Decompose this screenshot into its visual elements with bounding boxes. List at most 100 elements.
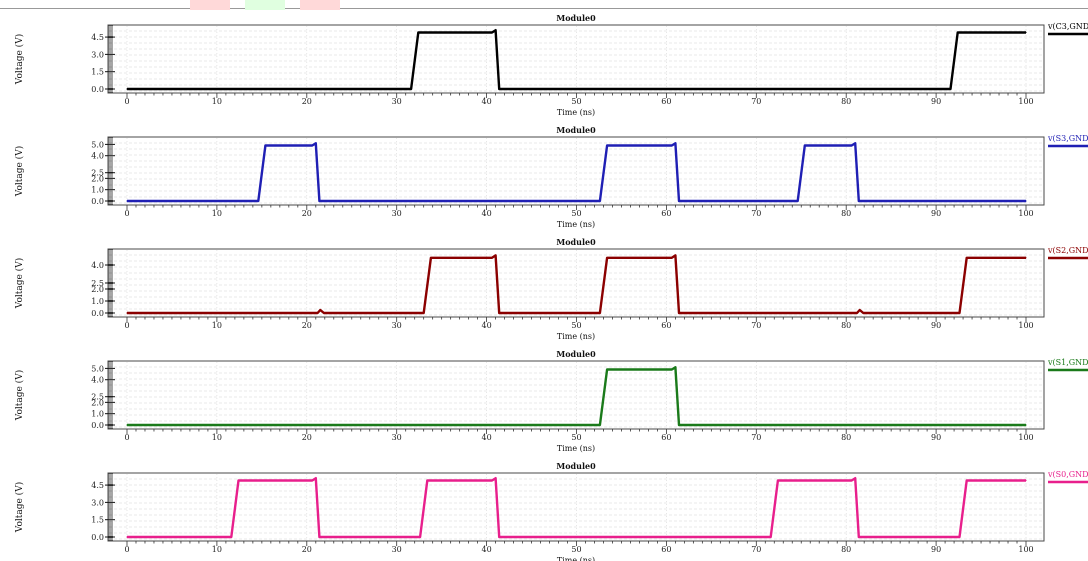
y-tick-label: 1.0 (91, 297, 104, 306)
y-tick-label: 1.0 (91, 186, 104, 195)
data-point (678, 424, 680, 426)
chart-panel-3: 0.0 1.0 2.02.5 4.0 0 10 20 30 40 50 60 70 80 90 100 Mod… (14, 237, 1088, 341)
x-tick-label: 90 (931, 545, 941, 554)
x-tick-label: 30 (392, 433, 402, 442)
data-point (311, 144, 313, 147)
y-tick-label: 3.0 (91, 50, 104, 59)
x-tick-label: 90 (931, 97, 941, 106)
data-point (966, 479, 968, 482)
x-tick-label: 40 (482, 209, 492, 218)
y-tick-label: 2.5 (91, 393, 104, 402)
y-tick-label: 2.0 (91, 285, 104, 294)
x-tick-label: 100 (1018, 545, 1033, 554)
y-tick-label: 3.0 (91, 498, 104, 507)
x-tick-label: 50 (571, 97, 581, 106)
x-tick-label: 100 (1018, 433, 1033, 442)
y-tick-label: 0.0 (91, 85, 104, 94)
chart-title: Module0 (556, 13, 596, 23)
x-axis-label: Time (ns) (557, 556, 595, 561)
x-tick-label: 70 (751, 209, 761, 218)
data-point (671, 144, 673, 147)
data-point (318, 536, 320, 538)
data-point (257, 200, 259, 202)
data-point (797, 200, 799, 202)
data-point (949, 88, 952, 90)
data-point (862, 312, 864, 314)
data-point (126, 88, 128, 90)
y-tick-label: 4.5 (91, 481, 104, 490)
x-tick-label: 20 (302, 321, 312, 330)
x-tick-label: 50 (571, 545, 581, 554)
x-tick-label: 20 (302, 545, 312, 554)
plot-frame (107, 248, 1045, 318)
x-tick-label: 90 (931, 209, 941, 218)
x-tick-label: 40 (482, 545, 492, 554)
data-point (599, 200, 601, 202)
y-tick-label: 5.0 (91, 140, 104, 149)
y-tick-label: 4.0 (91, 261, 104, 270)
data-point (126, 424, 128, 426)
data-point (854, 142, 856, 144)
x-axis-label: Time (ns) (557, 220, 595, 229)
x-tick-label: 50 (571, 209, 581, 218)
y-axis-label: Voltage (V) (14, 482, 25, 533)
data-point (498, 88, 500, 90)
data-point (1025, 31, 1027, 34)
plot-frame (107, 360, 1045, 430)
y-tick-label: 0.0 (91, 533, 104, 542)
y-tick-label: 4.0 (91, 376, 104, 385)
x-axis-label: Time (ns) (557, 332, 595, 341)
data-point (491, 479, 493, 482)
x-tick-label: 60 (661, 97, 671, 106)
data-point (674, 254, 676, 256)
x-tick-label: 70 (751, 321, 761, 330)
data-point (1025, 479, 1027, 482)
x-tick-label: 30 (392, 209, 402, 218)
chart-panel-5: 0.0 1.5 3.0 4.5 0 10 20 30 40 50 60 70 80 90 100 Module… (14, 461, 1088, 561)
plot-frame (107, 136, 1045, 206)
y-tick-label: 2.5 (91, 169, 104, 178)
data-point (858, 536, 860, 538)
data-point (671, 368, 673, 371)
x-tick-label: 0 (124, 97, 129, 106)
y-tick-label: 1.5 (91, 516, 104, 525)
top-divider (0, 8, 1088, 9)
x-tick-label: 60 (661, 433, 671, 442)
data-point (410, 88, 412, 90)
x-tick-label: 10 (212, 545, 222, 554)
x-tick-label: 20 (302, 209, 312, 218)
data-point (599, 424, 601, 426)
data-point (319, 309, 321, 311)
watermark-decoration (190, 0, 340, 10)
data-point (323, 312, 325, 314)
data-point (126, 312, 128, 314)
chart-title: Module0 (556, 237, 596, 247)
plot-frame (107, 472, 1045, 542)
data-point (315, 477, 317, 479)
data-point (957, 31, 959, 34)
x-tick-label: 0 (124, 321, 129, 330)
x-axis-label: Time (ns) (557, 444, 595, 453)
legend-label: v(S3,GND) (1047, 134, 1088, 143)
data-point (419, 536, 421, 538)
y-axis-label: Voltage (V) (14, 146, 25, 197)
data-point (316, 312, 319, 314)
data-point (315, 142, 317, 144)
x-tick-label: 10 (212, 209, 222, 218)
x-tick-label: 70 (751, 433, 761, 442)
x-tick-label: 100 (1018, 97, 1033, 106)
data-point (674, 142, 676, 144)
data-point (850, 479, 853, 482)
x-tick-label: 80 (841, 433, 851, 442)
data-point (671, 257, 673, 259)
data-point (1025, 257, 1027, 259)
data-point (126, 200, 128, 202)
y-tick-label: 0.0 (91, 421, 104, 430)
legend-label: v(S0,GND) (1047, 470, 1088, 479)
data-point (606, 368, 608, 371)
data-point (311, 479, 313, 482)
y-tick-label: 1.0 (91, 410, 104, 419)
x-tick-label: 90 (931, 321, 941, 330)
data-point (606, 144, 608, 147)
